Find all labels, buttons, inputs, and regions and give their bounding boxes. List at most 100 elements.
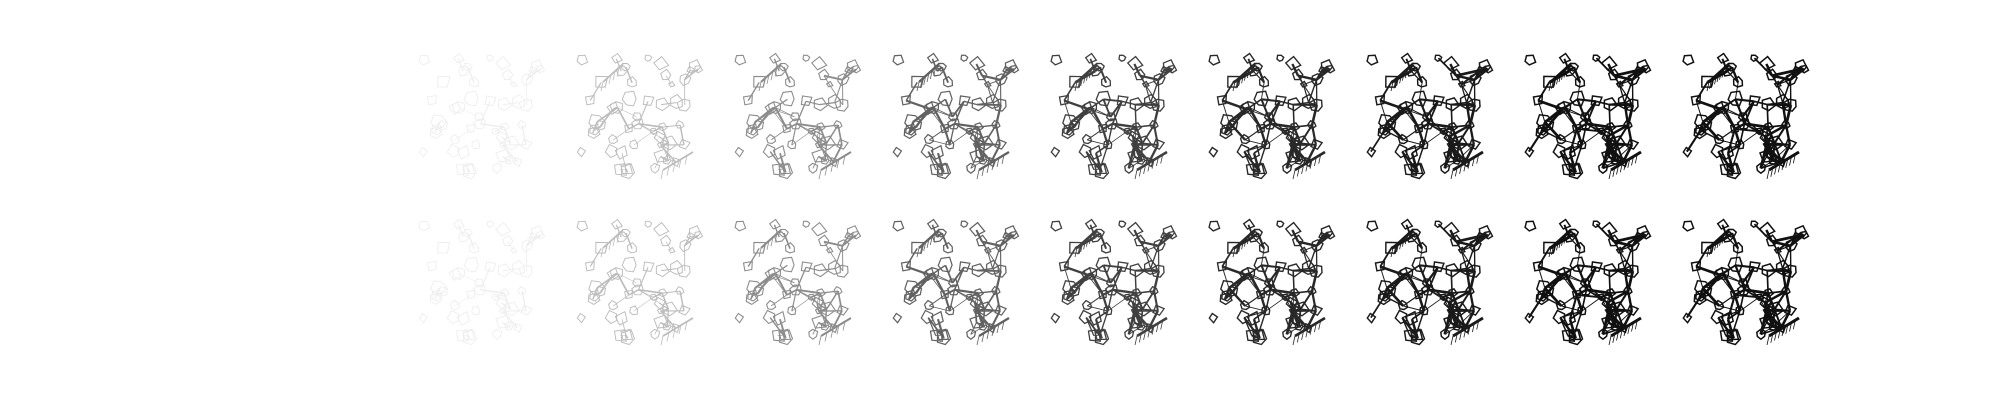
- pore-outline: [819, 235, 829, 245]
- pore-throat: [1387, 274, 1408, 289]
- pore-outline: [622, 164, 635, 179]
- pore-outline: [812, 223, 827, 236]
- pore-outline: [1683, 314, 1691, 323]
- pore-outline: [514, 158, 522, 167]
- pore-outline: [1718, 220, 1729, 230]
- pore-outline: [419, 55, 430, 65]
- pore-outline: [438, 242, 450, 253]
- pore-throat: [1245, 129, 1261, 140]
- pore-outline: [419, 221, 430, 231]
- pore-outline: [925, 301, 934, 310]
- pore-outline: [643, 262, 654, 271]
- pore-throat: [1087, 129, 1103, 140]
- crack-hatch: [1293, 336, 1295, 345]
- pore-outline: [467, 290, 475, 298]
- pore-throat: [1461, 85, 1466, 103]
- crack-hatch: [819, 336, 821, 345]
- pore-throat: [1735, 265, 1754, 267]
- pore-throat: [1071, 274, 1092, 289]
- pore-outline: [1525, 148, 1533, 157]
- pore-outline: [633, 113, 642, 121]
- tile-r2-c8: [1367, 220, 1492, 346]
- pore-outline: [475, 113, 484, 121]
- pore-throat: [455, 295, 471, 306]
- tile-r1-c9: [1525, 54, 1650, 180]
- pore-outline: [643, 96, 654, 105]
- pore-outline: [893, 221, 904, 231]
- pore-outline: [1277, 221, 1284, 227]
- pore-throat: [755, 108, 776, 123]
- pore-outline: [1402, 54, 1413, 64]
- pore-outline: [503, 69, 513, 79]
- pore-throat: [1703, 274, 1724, 289]
- pore-throat: [1777, 85, 1782, 103]
- pore-throat: [462, 335, 468, 336]
- crack-hatch: [819, 170, 821, 179]
- pore-throat: [1545, 108, 1566, 123]
- pore-outline: [677, 265, 690, 277]
- tile-r2-c7: [1209, 220, 1334, 346]
- pore-outline: [419, 314, 427, 323]
- pore-outline: [577, 148, 585, 157]
- tile-r2-c9: [1525, 220, 1650, 346]
- pore-outline: [1683, 148, 1691, 157]
- pore-throat: [1261, 265, 1280, 267]
- pore-outline: [438, 76, 450, 87]
- pore-outline: [1083, 301, 1092, 310]
- crack-hatch: [1767, 170, 1769, 179]
- tile-r1-c4: [735, 54, 860, 180]
- crack-hatch: [1767, 336, 1769, 345]
- pore-outline: [893, 148, 901, 157]
- tile-r2-c3: [577, 220, 702, 346]
- pore-outline: [609, 301, 618, 310]
- pore-outline: [496, 223, 511, 236]
- pore-outline: [1277, 55, 1284, 61]
- pore-outline: [679, 305, 690, 315]
- pore-outline: [803, 221, 810, 227]
- crack-hatch: [1609, 170, 1611, 179]
- pore-outline: [622, 91, 636, 106]
- tile-r1-c8: [1367, 54, 1492, 180]
- pore-outline: [1209, 221, 1220, 231]
- pore-throat: [987, 251, 992, 269]
- pore-throat: [1419, 265, 1438, 267]
- pore-throat: [1403, 129, 1419, 140]
- pore-outline: [1525, 55, 1536, 65]
- pore-throat: [1280, 101, 1293, 104]
- pore-throat: [1577, 99, 1596, 101]
- pore-outline: [1209, 314, 1217, 323]
- pore-outline: [447, 311, 458, 324]
- tile-r1-c7: [1209, 54, 1334, 180]
- pore-outline: [463, 163, 475, 173]
- pore-throat: [495, 127, 504, 131]
- pore-throat: [964, 101, 977, 104]
- pore-outline: [487, 55, 494, 61]
- pore-outline: [821, 136, 835, 150]
- tile-r1-c6: [1051, 54, 1176, 180]
- tile-r2-c5: [893, 220, 1018, 346]
- pore-outline: [654, 223, 669, 236]
- pore-throat: [771, 295, 787, 306]
- pore-throat: [1145, 85, 1150, 103]
- pore-outline: [819, 69, 829, 79]
- pore-outline: [519, 99, 532, 111]
- pore-outline: [1683, 221, 1694, 231]
- pore-throat: [1754, 101, 1767, 104]
- pore-outline: [1525, 221, 1536, 231]
- crack-hatch: [1451, 336, 1453, 345]
- pore-outline: [630, 306, 638, 315]
- pore-outline: [511, 82, 517, 87]
- pore-outline: [493, 163, 502, 173]
- pore-outline: [1209, 55, 1220, 65]
- pore-throat: [1229, 274, 1250, 289]
- crack-hatch: [661, 170, 663, 179]
- pore-throat: [1707, 292, 1720, 306]
- pore-outline: [663, 302, 677, 316]
- pore-outline: [467, 124, 475, 132]
- tile-r1-c10: [1683, 54, 1808, 180]
- pore-throat: [1280, 267, 1293, 270]
- pore-outline: [493, 329, 502, 339]
- pore-throat: [508, 76, 513, 85]
- crack-hatch: [1451, 170, 1453, 179]
